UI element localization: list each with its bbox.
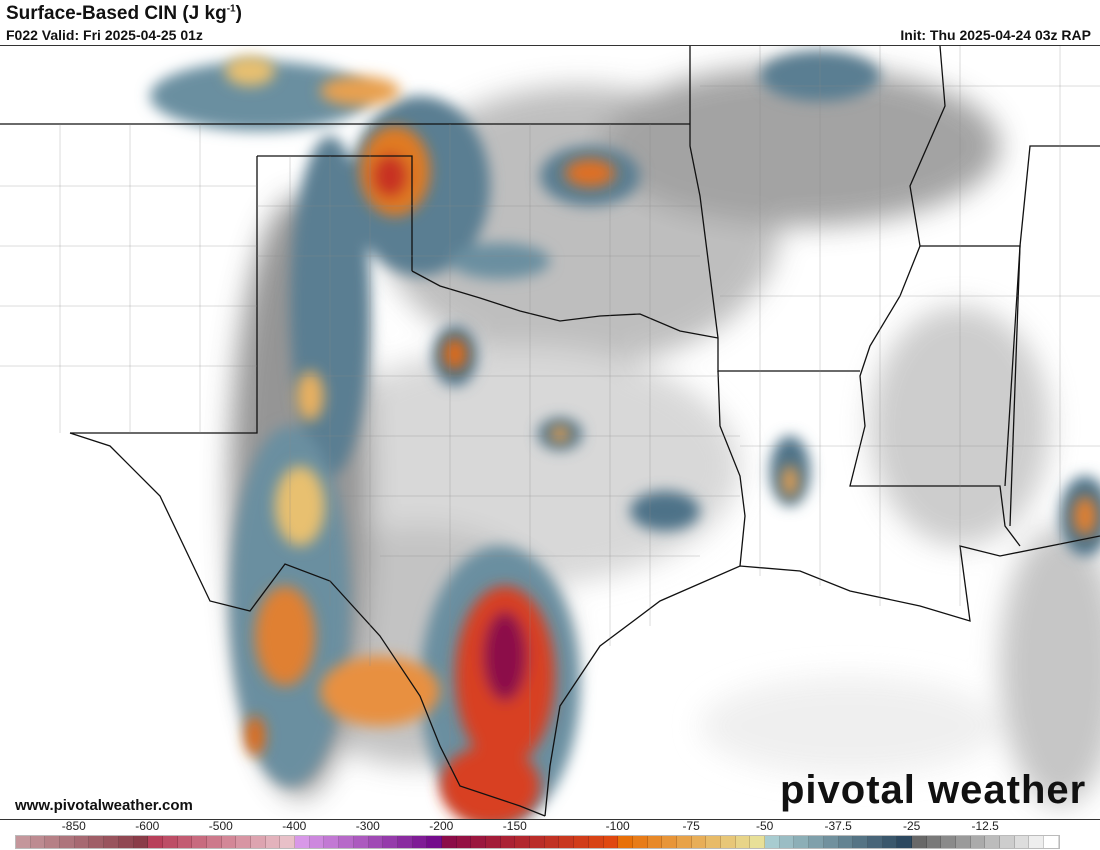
colorbar-cell <box>985 836 1001 848</box>
colorbar-cell <box>236 836 251 848</box>
colorbar-cell <box>838 836 854 848</box>
colorbar-cell <box>251 836 266 848</box>
map-title: Surface-Based CIN (J kg-1) <box>6 3 242 25</box>
colorbar-cell <box>809 836 824 848</box>
colorbar-cell <box>30 836 46 848</box>
colorbar-label: -200 <box>429 819 454 833</box>
colorbar-cell <box>559 836 575 848</box>
colorbar-cell <box>662 836 677 848</box>
colorbar-cell <box>500 836 516 848</box>
colorbar-label: -25 <box>903 819 921 833</box>
colorbar-cell <box>397 836 413 848</box>
colorbar-cell <box>206 836 222 848</box>
colorbar-cell <box>45 836 61 848</box>
colorbar-label: -100 <box>605 819 630 833</box>
colorbar-cell <box>544 836 560 848</box>
colorbar-cell <box>970 836 986 848</box>
colorbar-cell <box>383 836 398 848</box>
colorbar-cell <box>309 836 325 848</box>
colorbar-cell <box>1014 836 1030 848</box>
colorbar-cell <box>471 836 486 848</box>
colorbar-cell <box>779 836 795 848</box>
colorbar-cell <box>926 836 942 848</box>
colorbar-cell <box>588 836 604 848</box>
colorbar-label: -300 <box>355 819 380 833</box>
colorbar-label: -500 <box>208 819 233 833</box>
colorbar-cell <box>603 836 619 848</box>
colorbar-cell <box>794 836 810 848</box>
colorbar-cell <box>721 836 736 848</box>
colorbar-cell <box>221 836 237 848</box>
colorbar-cell <box>1029 836 1045 848</box>
county-borders <box>0 46 1100 766</box>
colorbar-label: -50 <box>756 819 774 833</box>
colorbar-cell <box>427 836 442 848</box>
pivotal-weather-logo: pivotal weather <box>780 768 1087 812</box>
colorbar-cell <box>823 836 839 848</box>
colorbar-cell <box>412 836 428 848</box>
colorbar-cell <box>368 836 384 848</box>
colorbar-cell <box>148 836 163 848</box>
valid-time: F022 Valid: Fri 2025-04-25 01z <box>6 27 203 43</box>
colorbar-cell <box>16 836 31 848</box>
colorbar-cell <box>295 836 310 848</box>
colorbar-cell <box>618 836 633 848</box>
colorbar-cell <box>89 836 105 848</box>
colorbar-label: -75 <box>682 819 700 833</box>
colorbar-cell <box>265 836 281 848</box>
colorbar-cell <box>911 836 927 848</box>
colorbar-cell <box>897 836 912 848</box>
website-url: www.pivotalweather.com <box>15 797 193 814</box>
colorbar-cell <box>177 836 193 848</box>
colorbar-cell <box>60 836 75 848</box>
colorbar-cell <box>1044 836 1059 848</box>
colorbar-cell <box>691 836 707 848</box>
colorbar-cell <box>456 836 472 848</box>
title-end: ) <box>235 3 242 24</box>
colorbar-cell <box>74 836 90 848</box>
colorbar-labels: -850 -600 -500 -400 -300 -200 -150 -100 -75 -50 -3… <box>0 819 1100 835</box>
colorbar-label: -600 <box>135 819 160 833</box>
colorbar-label: -400 <box>282 819 307 833</box>
colorbar-cell <box>353 836 369 848</box>
colorbar-cell <box>104 836 119 848</box>
colorbar-cell <box>706 836 721 848</box>
colorbar-cell <box>1000 836 1015 848</box>
colorbar-cell <box>162 836 178 848</box>
colorbar-cell <box>632 836 648 848</box>
colorbar-cell <box>750 836 766 848</box>
colorbar-label: -150 <box>502 819 527 833</box>
colorbar-label: -37.5 <box>824 819 852 833</box>
colorbar-cell <box>867 836 883 848</box>
colorbar-cell <box>339 836 354 848</box>
colorbar-cell <box>676 836 692 848</box>
colorbar-cell <box>280 836 296 848</box>
colorbar-cell <box>133 836 149 848</box>
colorbar <box>15 835 1060 849</box>
colorbar-cell <box>853 836 868 848</box>
colorbar-cell <box>941 836 956 848</box>
colorbar-cell <box>735 836 751 848</box>
colorbar-label: -12.5 <box>971 819 999 833</box>
colorbar-cell <box>324 836 340 848</box>
colorbar-cell <box>882 836 898 848</box>
title-text: Surface-Based CIN (J kg <box>6 3 227 24</box>
colorbar-cell <box>486 836 501 848</box>
init-time: Init: Thu 2025-04-24 03z RAP <box>900 27 1091 43</box>
colorbar-cell <box>574 836 589 848</box>
colorbar-cell <box>956 836 971 848</box>
colorbar-cell <box>118 836 134 848</box>
colorbar-cell <box>192 836 207 848</box>
colorbar-cell <box>441 836 457 848</box>
title-superscript: -1 <box>226 3 236 15</box>
weather-map[interactable] <box>0 45 1100 820</box>
colorbar-label: -850 <box>61 819 86 833</box>
colorbar-cell <box>765 836 780 848</box>
colorbar-cell <box>515 836 531 848</box>
colorbar-cell <box>530 836 545 848</box>
colorbar-cell <box>647 836 663 848</box>
